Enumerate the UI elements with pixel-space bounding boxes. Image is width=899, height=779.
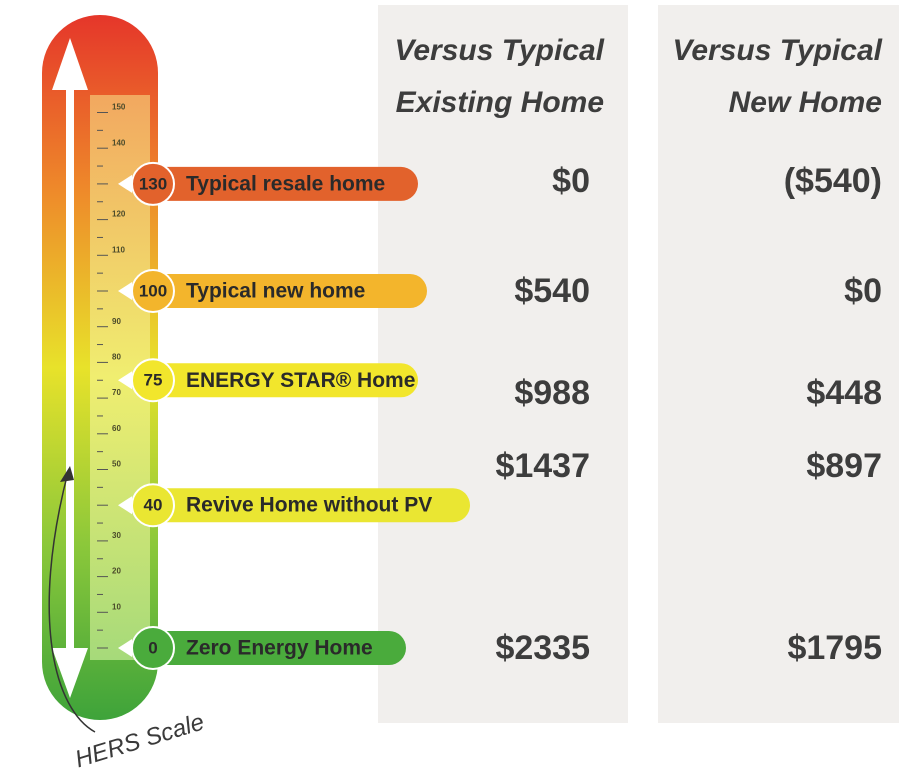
marker-label: Typical resale home [186,172,385,195]
tick-label: 80 [112,353,121,362]
marker-pointer [118,371,132,390]
marker-value: 40 [144,496,163,515]
tick-label: 60 [112,424,121,433]
tick-label: 140 [112,138,126,147]
column-value: $1437 [495,447,590,485]
marker-value: 0 [148,638,157,657]
column-value: $2335 [495,629,590,667]
marker-circle [131,483,175,528]
marker-circle [131,269,175,313]
column-value: $0 [552,162,590,200]
marker-label: ENERGY STAR® Home [186,369,415,392]
marker-bar [150,274,427,308]
arrow-head [60,466,74,482]
marker-circle [131,626,175,670]
column-value: ($540) [784,162,882,200]
column-value: $1795 [787,629,882,667]
tick-label: 120 [112,210,126,219]
tick-label: 50 [112,460,121,469]
marker-pointer [118,174,132,193]
marker-pointer [118,496,132,515]
marker-circle [131,358,175,403]
marker-label: Zero Energy Home [186,637,373,660]
column-value: $540 [514,272,590,310]
marker-value: 130 [139,174,167,193]
tick-label: 70 [112,388,121,397]
column-bg [378,5,628,723]
tick-label: 20 [112,567,121,576]
marker-pointer [118,639,132,657]
column-header: Versus Typical [394,34,604,67]
marker-label: Typical new home [186,280,365,303]
marker-pointer [118,282,132,300]
tick-label: 110 [112,245,125,254]
column-value: $448 [806,374,882,412]
tick-label: 30 [112,531,121,540]
marker-label: Revive Home without PV [186,494,432,517]
column-header: Versus Typical [672,34,882,67]
marker-bar [150,631,406,665]
column-value: $897 [806,447,882,485]
marker-value: 100 [139,281,167,300]
tick-label: 150 [112,103,126,112]
double-arrow [52,38,88,698]
column-header: New Home [729,86,882,119]
tick-label: 90 [112,317,121,326]
column-value: $988 [514,374,590,412]
marker-bar [150,488,470,523]
curved-arrow [48,471,96,733]
marker-bar [150,363,418,398]
column-bg [658,5,899,723]
tick-label: 10 [112,602,121,611]
marker-bar [150,166,418,201]
column-value: $0 [844,272,882,310]
column-header: Existing Home [396,86,604,119]
marker-circle [131,161,175,206]
marker-value: 75 [144,371,163,390]
